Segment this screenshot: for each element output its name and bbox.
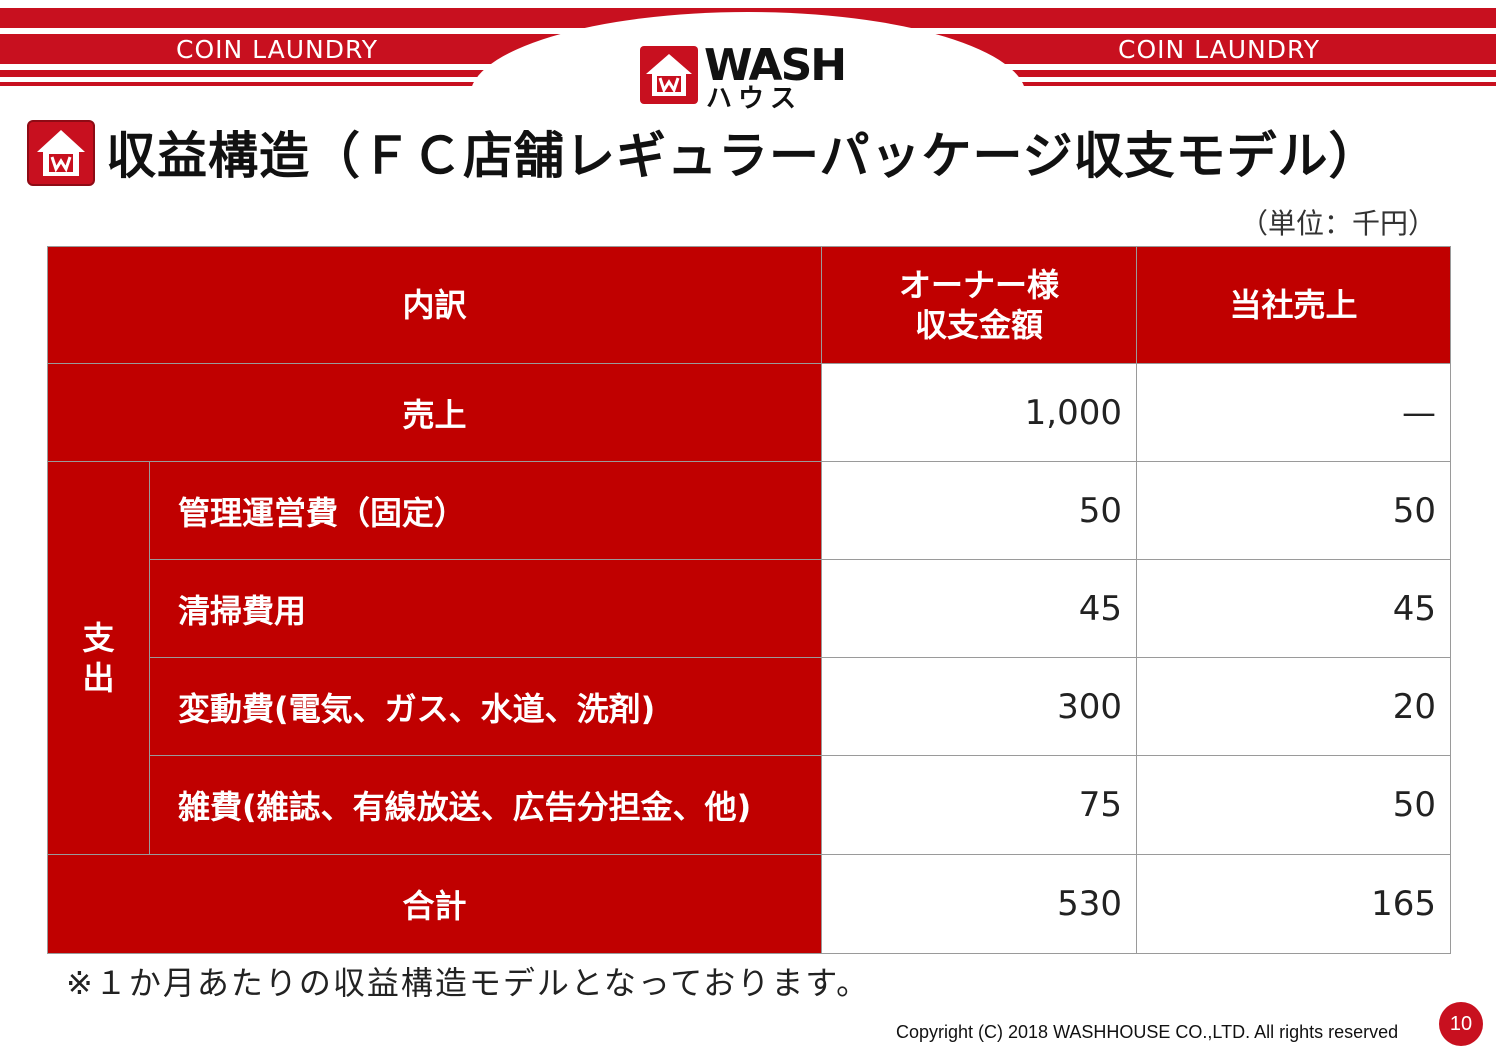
expense-group-label: 支出 bbox=[82, 619, 115, 697]
row-label-sales: 売上 bbox=[47, 363, 822, 462]
row-label-expense: 清掃費用 bbox=[149, 559, 822, 658]
cell-sales-company: — bbox=[1136, 363, 1451, 462]
cell-expense-owner: 50 bbox=[821, 461, 1137, 560]
page-number: 10 bbox=[1439, 1002, 1483, 1046]
copyright: Copyright (C) 2018 WASHHOUSE CO.,LTD. Al… bbox=[896, 1022, 1399, 1042]
header-arch bbox=[470, 12, 1026, 212]
header-label-right: COIN LAUNDRY bbox=[1118, 35, 1321, 64]
expense-group-cell: 支出 bbox=[47, 461, 150, 855]
brand-logo: WASH ハウス bbox=[638, 40, 866, 114]
cell-expense-owner: 75 bbox=[821, 755, 1137, 855]
cell-expense-company: 50 bbox=[1136, 755, 1451, 855]
header-owner-amount: オーナー様 収支金額 bbox=[821, 246, 1137, 364]
row-label-expense: 変動費(電気、ガス、水道、洗剤) bbox=[149, 657, 822, 756]
header-label-left: COIN LAUNDRY bbox=[176, 35, 379, 64]
header-company-sales: 当社売上 bbox=[1136, 246, 1451, 364]
page-title: 収益構造（ＦＣ店舗レギュラーパッケージ収支モデル） bbox=[106, 127, 1380, 185]
house-icon bbox=[640, 46, 698, 104]
cell-sales-owner: 1,000 bbox=[821, 363, 1137, 462]
logo-word: WASH bbox=[704, 40, 847, 91]
footnote: ※１か月あたりの収益構造モデルとなっております。 bbox=[66, 964, 871, 1002]
cell-total-owner: 530 bbox=[821, 854, 1137, 954]
unit-label: （単位：千円） bbox=[1240, 207, 1437, 240]
row-label-expense: 雑費(雑誌、有線放送、広告分担金、他) bbox=[149, 755, 822, 855]
cell-total-company: 165 bbox=[1136, 854, 1451, 954]
cell-expense-company: 20 bbox=[1136, 657, 1451, 756]
cell-expense-owner: 45 bbox=[821, 559, 1137, 658]
cell-expense-company: 50 bbox=[1136, 461, 1451, 560]
house-icon bbox=[27, 120, 95, 186]
logo-kana: ハウス bbox=[706, 84, 803, 114]
header-breakdown: 内訳 bbox=[47, 246, 822, 364]
cell-expense-owner: 300 bbox=[821, 657, 1137, 756]
row-label-expense: 管理運営費（固定） bbox=[149, 461, 822, 560]
cell-expense-company: 45 bbox=[1136, 559, 1451, 658]
revenue-table: 内訳 オーナー様 収支金額 当社売上 売上 1,000 — 支出 管理運営費（固… bbox=[47, 246, 1451, 954]
row-label-total: 合計 bbox=[47, 854, 822, 954]
